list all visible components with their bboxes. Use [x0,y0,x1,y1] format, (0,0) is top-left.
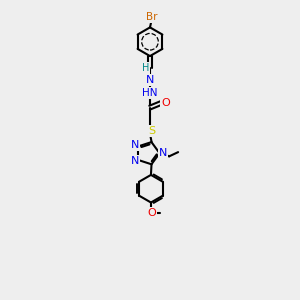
Text: Br: Br [146,12,158,22]
Text: H: H [142,63,149,73]
Text: N: N [159,148,167,158]
Text: N: N [130,156,139,166]
Text: N: N [130,140,139,150]
Text: HN: HN [142,88,158,98]
Text: O: O [147,208,156,218]
Text: O: O [161,98,170,108]
Text: N: N [146,75,154,85]
Text: S: S [148,126,155,136]
